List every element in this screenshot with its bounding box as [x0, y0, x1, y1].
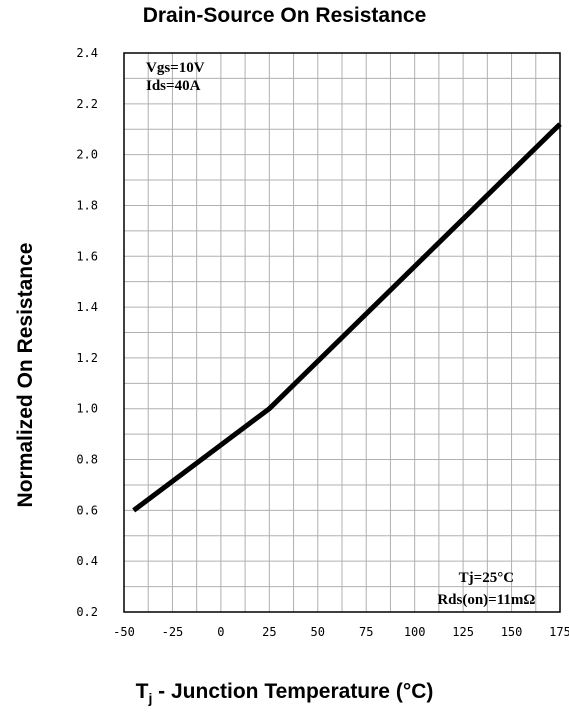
annotation-top-left: Vgs=10V Ids=40A: [146, 60, 205, 94]
y-tick-label: 2.2: [76, 97, 98, 111]
y-tick-label: 0.4: [76, 554, 98, 568]
grid-lines: [123, 52, 561, 613]
plot-frame: [123, 52, 561, 613]
y-tick-label: 0.2: [76, 605, 98, 619]
x-tick-label: 25: [262, 625, 276, 639]
y-tick-label: 1.8: [76, 198, 98, 212]
x-tick-label: 125: [452, 625, 474, 639]
y-tick-label: 2.4: [76, 46, 98, 60]
x-axis-label-subscript: j: [148, 690, 153, 707]
x-axis-label-rest: - Junction Temperature (°C): [152, 680, 434, 703]
y-tick-label: 1.0: [76, 402, 98, 416]
y-tick-label: 0.6: [76, 503, 98, 517]
annotation-text: Vgs=10V: [146, 60, 205, 76]
x-tick-label: 0: [217, 625, 224, 639]
y-tick-label: 0.8: [76, 453, 98, 467]
x-tick-label: -50: [113, 625, 135, 639]
annotation-text: Ids=40A: [146, 78, 201, 94]
chart-title: Drain-Source On Resistance: [142, 4, 427, 27]
y-tick-label: 2.0: [76, 148, 98, 162]
x-axis-label: Tj - Junction Temperature (°C): [0, 680, 569, 706]
y-tick-label: 1.4: [76, 300, 98, 314]
annotation-bottom-right: Tj=25°C Rds(on)=11mΩ: [437, 570, 535, 608]
x-tick-label: -25: [162, 625, 184, 639]
annotation-text: Tj=25°C: [459, 570, 514, 586]
y-tick-label: 1.2: [76, 351, 98, 365]
series-line: [132, 122, 562, 513]
x-tick-label: 150: [501, 625, 523, 639]
x-tick-labels: -50 -25 0 25 50 75 100 125 150 175: [113, 625, 569, 639]
y-tick-label: 1.6: [76, 249, 98, 263]
x-tick-label: 75: [359, 625, 373, 639]
y-tick-labels: 0.2 0.4 0.6 0.8 1.0 1.2 1.4 1.6 1.8 2.0 2.2 2.4: [76, 46, 98, 619]
x-tick-label: 175: [549, 625, 569, 639]
x-tick-label: 50: [311, 625, 325, 639]
x-tick-label: 100: [404, 625, 426, 639]
x-axis-label-main: T: [135, 680, 149, 703]
annotation-text: Rds(on)=11mΩ: [437, 592, 535, 608]
